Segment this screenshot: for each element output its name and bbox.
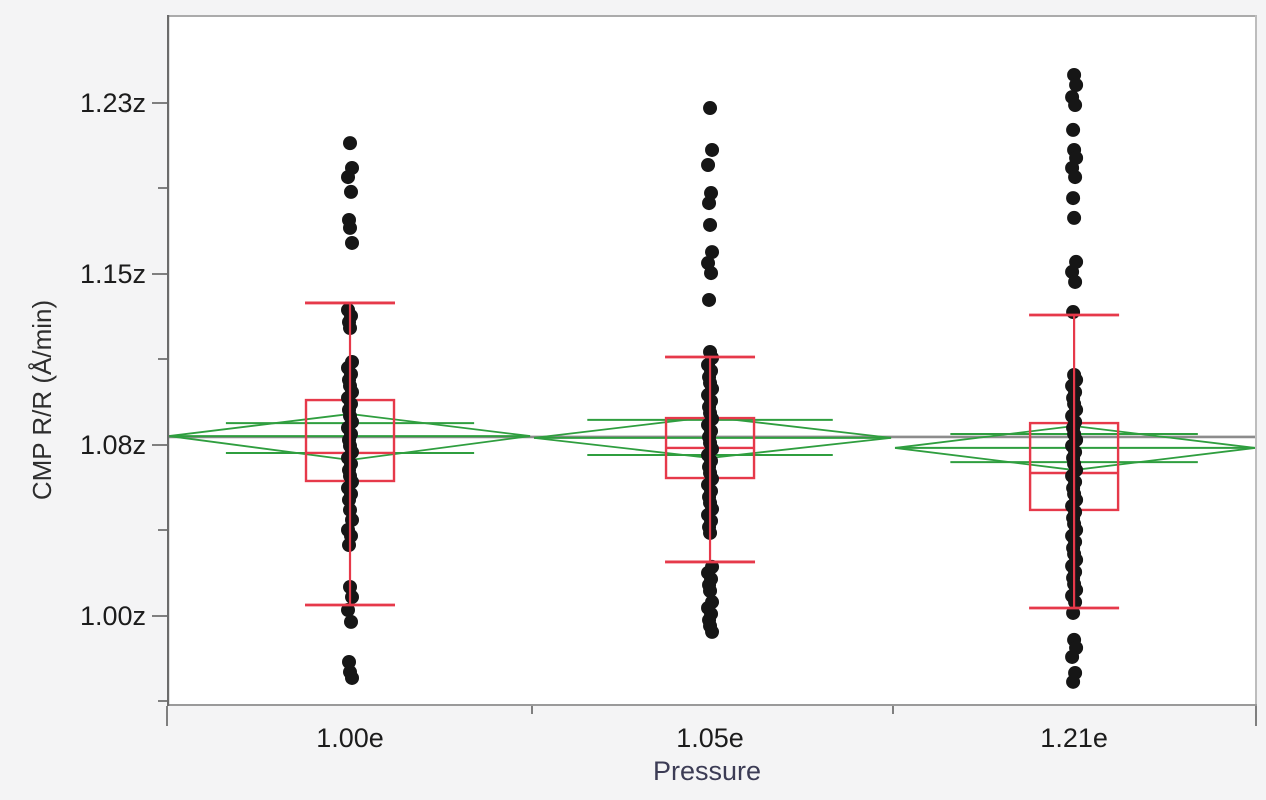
data-point[interactable] [341, 603, 356, 618]
data-point[interactable] [343, 136, 358, 151]
x-category-label: 1.21e [1040, 723, 1108, 753]
x-axis-title: Pressure [652, 756, 762, 786]
y-tick-label: 1.08z [79, 429, 146, 460]
y-minor-tick [158, 529, 167, 532]
x-category-label: 1.05e [676, 723, 744, 753]
data-point[interactable] [341, 170, 356, 185]
y-minor-tick [158, 187, 167, 190]
right-border-extension [1255, 706, 1257, 726]
data-point[interactable] [1068, 98, 1083, 113]
data-point[interactable] [1066, 122, 1081, 137]
data-point[interactable] [705, 245, 720, 260]
data-point[interactable] [703, 101, 718, 116]
data-point[interactable] [1069, 77, 1084, 92]
y-major-tick [152, 614, 167, 617]
data-point[interactable] [1066, 674, 1081, 689]
data-point[interactable] [701, 158, 716, 173]
x-boundary-tick [892, 706, 895, 714]
data-point[interactable] [1066, 605, 1081, 620]
data-point[interactable] [703, 583, 718, 598]
y-tick-label: 1.15z [79, 258, 146, 289]
data-point[interactable] [702, 196, 717, 211]
y-minor-tick [158, 700, 167, 703]
data-point[interactable] [344, 614, 359, 629]
data-point[interactable] [702, 292, 717, 307]
data-point[interactable] [345, 670, 360, 685]
data-point[interactable] [1066, 191, 1081, 206]
data-point[interactable] [345, 235, 360, 250]
y-major-tick [152, 443, 167, 446]
y-axis-extension [166, 706, 168, 726]
x-boundary-tick [531, 706, 534, 714]
plot-area[interactable] [167, 15, 1257, 706]
y-minor-tick [158, 358, 167, 361]
data-point[interactable] [704, 266, 719, 281]
data-point[interactable] [1067, 210, 1082, 225]
data-point[interactable] [345, 590, 360, 605]
data-point[interactable] [1068, 170, 1083, 185]
data-point[interactable] [703, 217, 718, 232]
data-point[interactable] [705, 624, 720, 639]
data-point[interactable] [705, 142, 720, 157]
data-point[interactable] [344, 184, 359, 199]
y-tick-label: 1.23z [79, 87, 146, 118]
data-point[interactable] [343, 220, 358, 235]
y-major-tick [152, 272, 167, 275]
y-tick-label: 1.00z [79, 600, 146, 631]
means-diamond[interactable] [533, 416, 892, 459]
y-major-tick [152, 101, 167, 104]
data-point[interactable] [1065, 649, 1080, 664]
data-point[interactable] [1068, 274, 1083, 289]
x-category-label: 1.00e [316, 723, 384, 753]
